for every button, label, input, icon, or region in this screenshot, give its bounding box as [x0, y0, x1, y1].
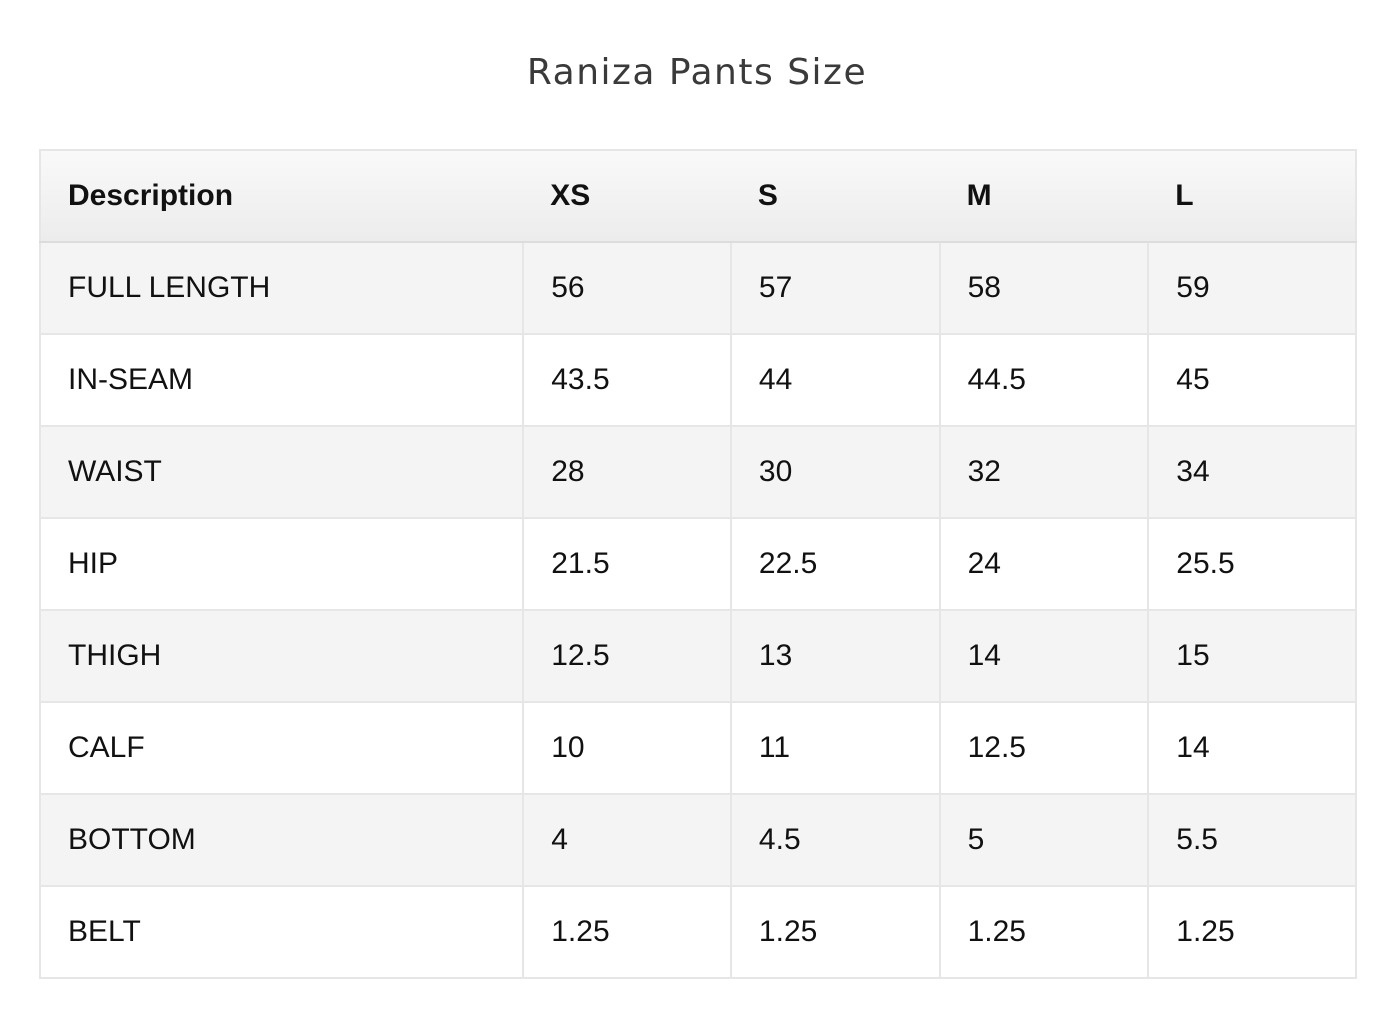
- measurement-value: 14: [938, 609, 1150, 703]
- table-row: FULL LENGTH 56 57 58 59: [38, 241, 1357, 335]
- measurement-label: BELT: [38, 885, 525, 979]
- measurement-value: 24: [938, 517, 1150, 611]
- measurement-label: CALF: [38, 701, 525, 795]
- measurement-value: 25.5: [1147, 517, 1357, 611]
- table-row: THIGH 12.5 13 14 15: [38, 609, 1357, 703]
- measurement-value: 34: [1147, 425, 1357, 519]
- measurement-value: 12.5: [522, 609, 732, 703]
- measurement-value: 5.5: [1147, 793, 1357, 887]
- page-title: Raniza Pants Size: [526, 52, 868, 93]
- measurement-value: 56: [522, 241, 732, 335]
- measurement-value: 28: [522, 425, 732, 519]
- table-row: WAIST 28 30 32 34: [38, 425, 1357, 519]
- column-header: M: [939, 150, 1149, 243]
- measurement-value: 1.25: [729, 885, 941, 979]
- measurement-value: 32: [938, 425, 1150, 519]
- measurement-value: 44: [729, 333, 941, 427]
- measurement-value: 15: [1147, 609, 1357, 703]
- measurement-value: 12.5: [938, 701, 1150, 795]
- measurement-value: 1.25: [522, 885, 732, 979]
- measurement-value: 1.25: [938, 885, 1150, 979]
- measurement-label: THIGH: [38, 609, 525, 703]
- measurement-value: 14: [1147, 701, 1357, 795]
- measurement-value: 5: [938, 793, 1150, 887]
- measurement-value: 4: [522, 793, 732, 887]
- size-chart-table: Description XS S M L FULL LENGTH 56 57 58 59 IN-S…: [38, 149, 1357, 979]
- column-header: XS: [523, 150, 731, 243]
- measurement-label: BOTTOM: [38, 793, 525, 887]
- table-row: IN-SEAM 43.5 44 44.5 45: [38, 333, 1357, 427]
- measurement-label: IN-SEAM: [38, 333, 525, 427]
- table-row: CALF 10 11 12.5 14: [38, 701, 1357, 795]
- measurement-value: 45: [1147, 333, 1357, 427]
- table-row: BOTTOM 4 4.5 5 5.5: [38, 793, 1357, 887]
- table-row: HIP 21.5 22.5 24 25.5: [38, 517, 1357, 611]
- column-header: L: [1148, 150, 1356, 243]
- measurement-value: 44.5: [938, 333, 1150, 427]
- measurement-value: 30: [729, 425, 941, 519]
- measurement-value: 22.5: [729, 517, 941, 611]
- measurement-value: 1.25: [1147, 885, 1357, 979]
- measurement-value: 11: [729, 701, 941, 795]
- measurement-value: 57: [729, 241, 941, 335]
- column-header: Description: [40, 150, 524, 243]
- measurement-label: FULL LENGTH: [38, 241, 525, 335]
- table-row: BELT 1.25 1.25 1.25 1.25: [38, 885, 1357, 979]
- measurement-value: 43.5: [522, 333, 732, 427]
- column-header: S: [730, 150, 940, 243]
- measurement-value: 13: [729, 609, 941, 703]
- measurement-label: HIP: [38, 517, 525, 611]
- measurement-value: 58: [938, 241, 1150, 335]
- measurement-value: 21.5: [522, 517, 732, 611]
- measurement-value: 59: [1147, 241, 1357, 335]
- measurement-label: WAIST: [38, 425, 525, 519]
- header-row: Description XS S M L: [40, 150, 1356, 243]
- measurement-value: 4.5: [729, 793, 941, 887]
- measurement-value: 10: [522, 701, 732, 795]
